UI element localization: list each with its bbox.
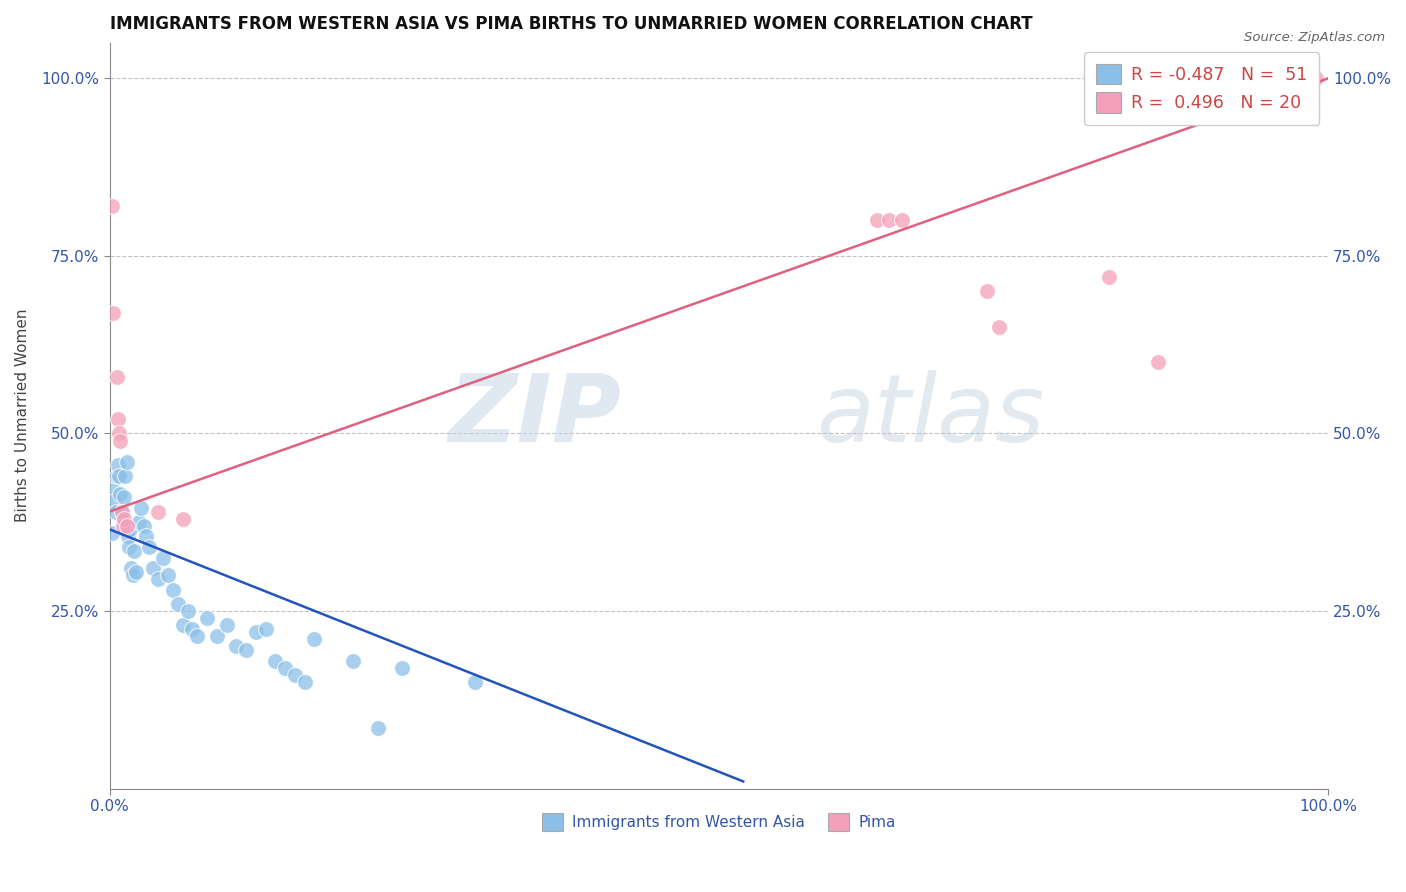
Point [115, 455, 138, 469]
Point [103, 483, 125, 498]
Point [112, 511, 135, 525]
Point [121, 561, 143, 575]
Point [105, 369, 128, 384]
Point [121, 568, 143, 582]
Point [879, 213, 901, 227]
Point [195, 611, 218, 625]
Point [988, 320, 1011, 334]
Point [235, 643, 257, 657]
Point [294, 675, 316, 690]
Y-axis label: Births to Unmarried Women: Births to Unmarried Women [15, 309, 30, 523]
Point [129, 501, 152, 516]
Point [101, 199, 124, 213]
Text: ZIP: ZIP [449, 369, 621, 462]
Point [111, 505, 134, 519]
Point [152, 550, 174, 565]
Point [111, 515, 134, 529]
Point [304, 632, 326, 647]
Point [108, 426, 131, 441]
Point [135, 529, 157, 543]
Text: Source: ZipAtlas.com: Source: ZipAtlas.com [1244, 31, 1385, 45]
Point [101, 525, 124, 540]
Point [111, 518, 134, 533]
Point [866, 213, 889, 227]
Point [138, 540, 160, 554]
Point [142, 561, 165, 575]
Point [125, 565, 148, 579]
Point [103, 494, 125, 508]
Point [110, 487, 132, 501]
Point [172, 618, 194, 632]
Point [108, 469, 131, 483]
Point [890, 213, 912, 227]
Point [1146, 355, 1168, 369]
Point [342, 654, 364, 668]
Point [176, 604, 198, 618]
Point [162, 582, 184, 597]
Point [1305, 71, 1327, 86]
Point [976, 285, 998, 299]
Point [117, 529, 139, 543]
Point [115, 518, 138, 533]
Point [132, 518, 155, 533]
Point [111, 505, 134, 519]
Point [118, 540, 141, 554]
Point [103, 306, 125, 320]
Point [120, 522, 142, 536]
Point [391, 661, 413, 675]
Point [128, 515, 150, 529]
Point [205, 629, 228, 643]
Point [112, 491, 135, 505]
Text: atlas: atlas [817, 370, 1045, 461]
Point [122, 543, 145, 558]
Point [166, 597, 188, 611]
Point [254, 622, 277, 636]
Point [172, 511, 194, 525]
Point [114, 469, 136, 483]
Legend: Immigrants from Western Asia, Pima: Immigrants from Western Asia, Pima [536, 807, 903, 837]
Point [367, 721, 389, 735]
Point [274, 661, 297, 675]
Point [107, 412, 129, 426]
Point [148, 572, 170, 586]
Point [1098, 270, 1121, 285]
Text: IMMIGRANTS FROM WESTERN ASIA VS PIMA BIRTHS TO UNMARRIED WOMEN CORRELATION CHART: IMMIGRANTS FROM WESTERN ASIA VS PIMA BIR… [110, 15, 1032, 33]
Point [104, 505, 127, 519]
Point [225, 640, 247, 654]
Point [186, 629, 208, 643]
Point [215, 618, 238, 632]
Point [245, 625, 267, 640]
Point [107, 458, 129, 473]
Point [148, 505, 170, 519]
Point [105, 469, 128, 483]
Point [264, 654, 287, 668]
Point [464, 675, 486, 690]
Point [284, 668, 307, 682]
Point [110, 434, 132, 448]
Point [181, 622, 204, 636]
Point [157, 568, 180, 582]
